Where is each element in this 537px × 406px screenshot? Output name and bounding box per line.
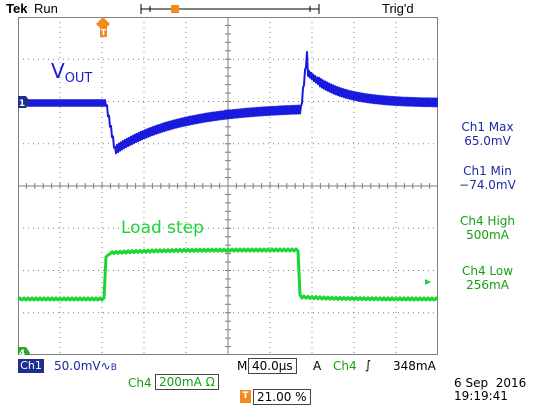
trigger-mode: A <box>313 359 322 373</box>
measurement-ch4-high: Ch4 High 500mA <box>459 214 515 242</box>
ch4-trigger-level-arrow[interactable] <box>425 279 431 285</box>
ch1-ground-marker[interactable]: 1 <box>18 96 30 109</box>
run-state-label: Run <box>34 1 58 16</box>
record-trigger-icon <box>171 5 179 13</box>
measurement-ch4-low: Ch4 Low 256mA <box>461 264 514 292</box>
ch4-ground-marker[interactable]: 4 <box>18 347 30 355</box>
trigger-status-label: Trig'd <box>382 1 414 16</box>
trigger-marker-label: T <box>101 28 107 37</box>
rising-edge-icon: ∫ <box>365 358 372 372</box>
vout-label: VOUT <box>51 59 92 86</box>
trigger-position-marker[interactable]: T <box>96 17 110 37</box>
ch1-tag[interactable]: Ch1 <box>18 359 44 373</box>
top-status-bar: Tek Run Trig'd <box>0 0 537 18</box>
settings-bar: Ch1 50.0mV∿B M 40.0µs A Ch4 ∫ 348mA Ch4 … <box>0 355 537 406</box>
waveform-display[interactable]: VOUT Load step T 1 4 <box>18 17 438 355</box>
trigger-source[interactable]: Ch4 <box>333 359 357 373</box>
date-label: 6 Sep 2016 <box>454 376 527 390</box>
ac-coupling-icon: ∿ <box>100 359 111 373</box>
trigger-level[interactable]: 348mA <box>393 359 436 373</box>
brand-label: Tek <box>6 1 28 16</box>
record-position-bar[interactable] <box>140 4 320 14</box>
ch4-coupling-icon: Ω <box>205 375 215 389</box>
bw-limit-icon: B <box>110 363 117 373</box>
trigger-position[interactable]: 21.00 % <box>253 389 311 405</box>
timebase-setting[interactable]: 40.0µs <box>248 358 297 374</box>
measurement-ch1-min: Ch1 Min −74.0mV <box>459 164 516 192</box>
time-label: 19:19:41 <box>454 389 508 403</box>
measurement-ch1-max: Ch1 Max 65.0mV <box>461 120 514 148</box>
graticule <box>18 17 438 355</box>
ch1-marker-label: 1 <box>19 99 25 109</box>
ch4-scale[interactable]: 200mA Ω <box>155 374 219 390</box>
ch4-load-step-waveform <box>18 247 438 302</box>
load-step-label: Load step <box>121 218 204 238</box>
timebase-prefix: M <box>237 359 248 373</box>
trigger-position-icon: T <box>240 390 251 403</box>
ch1-scale[interactable]: 50.0mV∿B <box>54 359 117 373</box>
ch1-vout-waveform <box>18 51 438 155</box>
ch4-tag[interactable]: Ch4 <box>128 376 152 390</box>
measurement-readouts: Ch1 Max 65.0mV Ch1 Min −74.0mV Ch4 High 500… <box>438 120 537 304</box>
ch4-marker-label: 4 <box>19 349 25 355</box>
